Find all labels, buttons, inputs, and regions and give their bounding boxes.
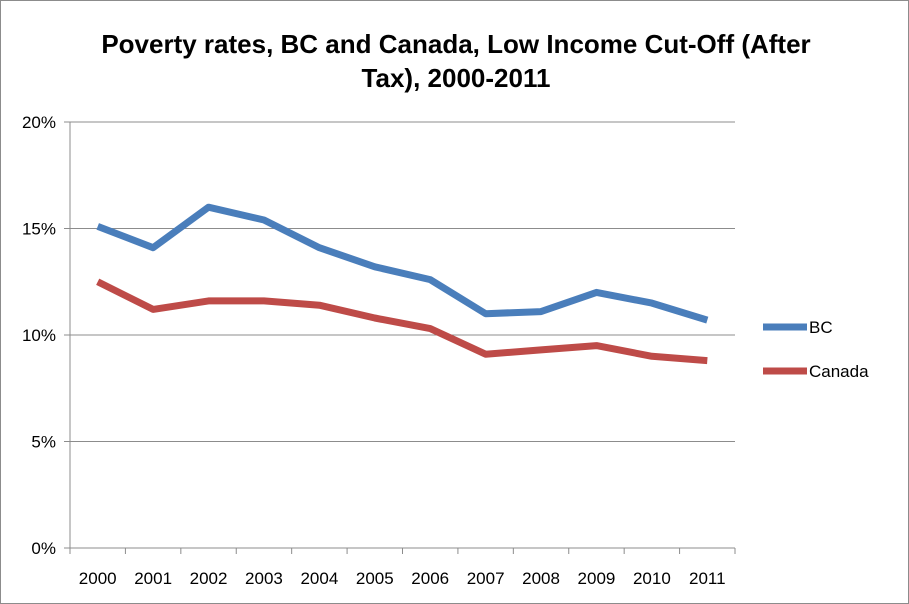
legend-label-canada: Canada (809, 362, 869, 381)
legend: BC Canada (763, 318, 869, 381)
y-tick-label: 5% (31, 433, 56, 452)
y-tick-label: 10% (22, 326, 56, 345)
y-tick-label: 20% (22, 113, 56, 132)
series-line-bc (96, 203, 709, 324)
series-line-canada (96, 278, 708, 365)
x-tick-label: 2004 (300, 569, 338, 588)
x-tick-label: 2011 (689, 569, 726, 588)
x-tick-label: 2007 (467, 569, 505, 588)
x-tick-label: 2003 (245, 569, 283, 588)
x-tick-label: 2009 (578, 569, 616, 588)
series-lines (96, 203, 709, 365)
x-tick-label: 2000 (79, 569, 117, 588)
y-tick-labels: 0% 5% 10% 15% 20% (22, 113, 56, 558)
axes (64, 121, 736, 554)
gridlines (70, 121, 735, 442)
legend-label-bc: BC (809, 318, 833, 337)
y-tick-label: 0% (31, 539, 56, 558)
x-tick-label: 2006 (411, 569, 449, 588)
x-tick-label: 2010 (633, 569, 671, 588)
x-tick-label: 2002 (190, 569, 228, 588)
y-tick-label: 15% (22, 220, 56, 239)
x-tick-labels: 2000 2001 2002 2003 2004 2005 2006 2007 2008 2009… (79, 569, 726, 588)
x-tick-label: 2005 (356, 569, 394, 588)
x-tick-label: 2008 (522, 569, 560, 588)
chart-title: Poverty rates, BC and Canada, Low Income… (101, 29, 811, 93)
x-tick-label: 2001 (134, 569, 172, 588)
